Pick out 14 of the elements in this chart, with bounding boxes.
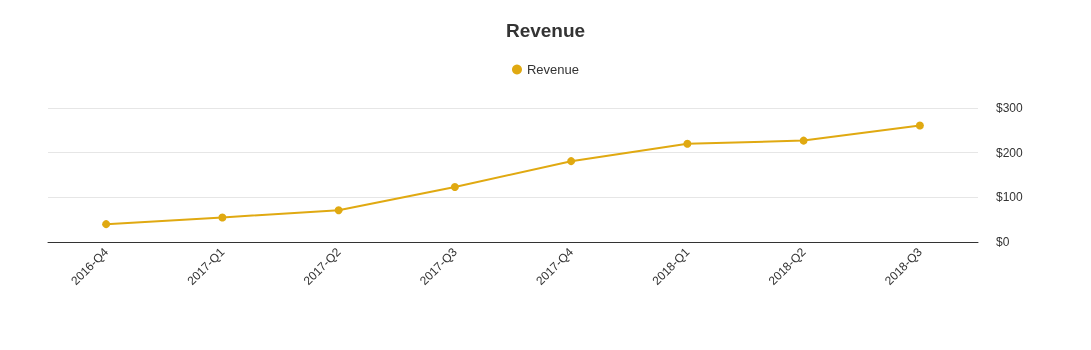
point — [567, 157, 576, 166]
point — [683, 139, 692, 148]
legend-label: Revenue — [526, 62, 580, 77]
y-tick-label: $200 — [996, 145, 1024, 160]
point — [102, 220, 111, 229]
y-tick-label: $0 — [996, 235, 1010, 249]
y-tick-label: $300 — [996, 101, 1024, 115]
point — [799, 136, 808, 145]
chart-title: Revenue — [505, 20, 586, 41]
y-tick-label: $100 — [996, 190, 1024, 205]
point — [334, 206, 343, 215]
point — [218, 213, 227, 222]
point — [915, 121, 924, 130]
point — [450, 183, 459, 192]
